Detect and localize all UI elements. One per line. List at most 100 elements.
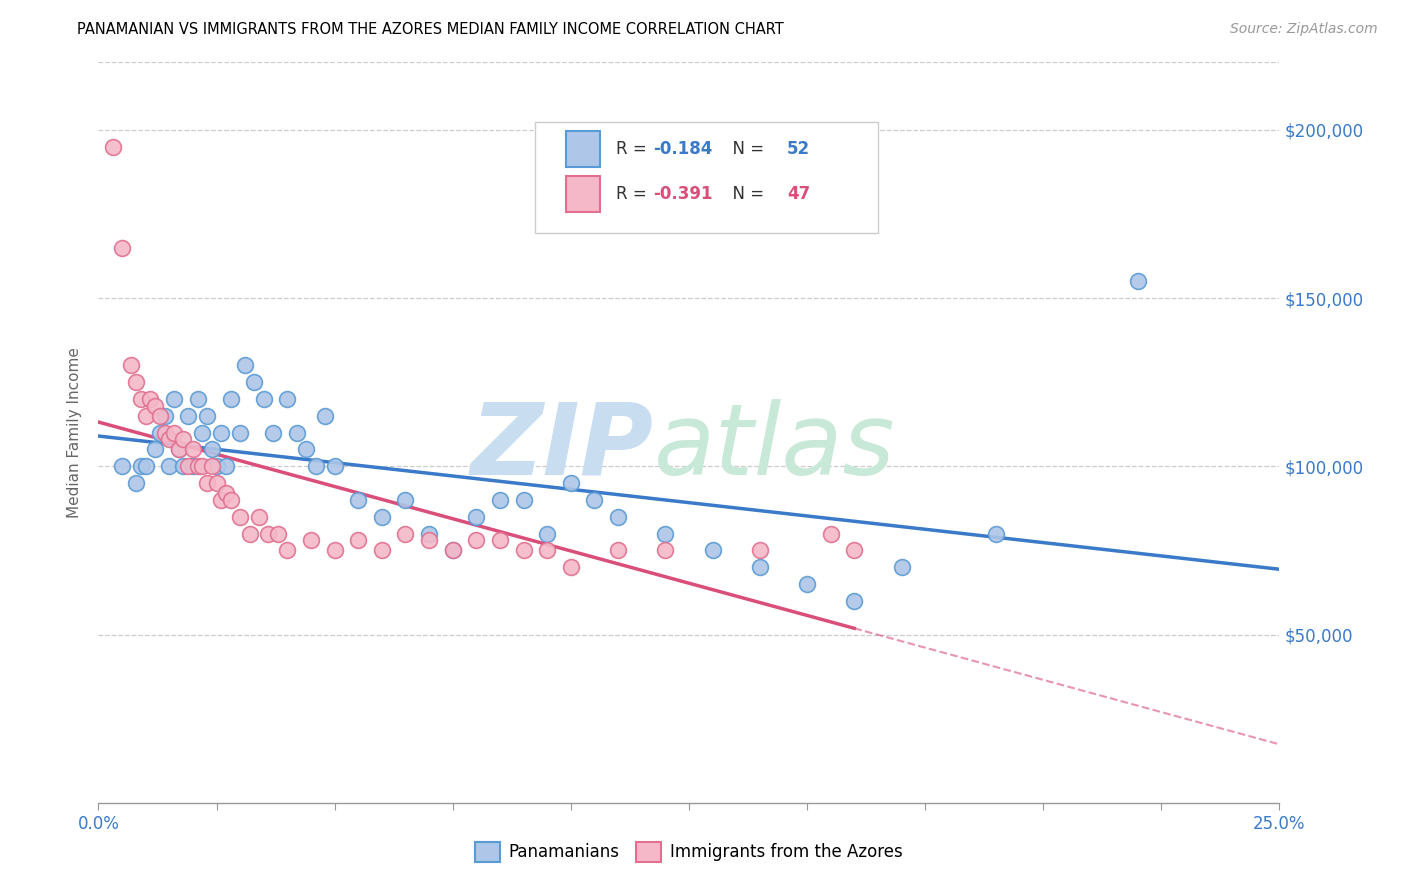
Point [347,533,370,548]
Point [314,409,336,423]
Point [219,492,242,507]
Text: ZIP: ZIP [471,399,654,496]
Point [129,459,152,474]
Point [125,476,148,491]
Point [149,425,172,440]
Legend: Panamanians, Immigrants from the Azores: Panamanians, Immigrants from the Azores [468,835,910,869]
Point [536,526,558,541]
Text: R =: R = [616,186,652,203]
Point [149,409,172,423]
Point [418,533,440,548]
Point [181,459,204,474]
Point [347,492,370,507]
Point [465,509,488,524]
Point [177,409,200,423]
Point [267,526,290,541]
Text: Source: ZipAtlas.com: Source: ZipAtlas.com [1230,22,1378,37]
Point [299,533,322,548]
Point [177,459,200,474]
Point [205,459,228,474]
Point [215,459,238,474]
Point [512,492,534,507]
Point [191,459,214,474]
Point [607,509,630,524]
Text: -0.391: -0.391 [654,186,713,203]
Point [153,425,176,440]
Y-axis label: Median Family Income: Median Family Income [67,347,83,518]
Point [201,459,224,474]
Point [195,476,218,491]
Point [157,459,180,474]
Point [394,526,416,541]
Point [209,492,232,507]
FancyBboxPatch shape [567,176,600,212]
Point [157,433,180,447]
Point [205,476,228,491]
Text: 47: 47 [787,186,810,203]
Point [101,139,124,153]
Text: atlas: atlas [654,399,896,496]
Text: N =: N = [723,186,769,203]
Point [748,560,770,574]
FancyBboxPatch shape [536,121,877,233]
Point [111,240,134,255]
Point [191,425,214,440]
Point [1126,274,1149,288]
Text: 52: 52 [787,140,810,158]
Point [323,459,346,474]
Point [560,560,582,574]
Point [371,543,394,558]
Point [607,543,630,558]
Point [187,392,209,406]
Point [702,543,724,558]
Text: R =: R = [616,140,652,158]
Point [143,399,166,413]
Point [295,442,318,457]
Point [143,442,166,457]
Point [135,459,157,474]
Point [323,543,346,558]
Point [187,459,209,474]
Point [121,359,143,373]
Point [512,543,534,558]
Point [489,492,512,507]
Point [153,409,176,423]
Point [172,459,194,474]
Point [394,492,416,507]
Point [129,392,152,406]
Point [111,459,134,474]
Point [135,409,157,423]
Point [201,442,224,457]
Text: -0.184: -0.184 [654,140,713,158]
Point [489,533,512,548]
Point [441,543,464,558]
Point [163,425,186,440]
Point [536,543,558,558]
FancyBboxPatch shape [567,131,600,167]
Point [247,509,270,524]
Point [285,425,308,440]
Point [984,526,1007,541]
Point [195,409,218,423]
Point [167,442,190,457]
Point [654,543,676,558]
Point [820,526,842,541]
Point [465,533,488,548]
Point [796,577,818,591]
Text: PANAMANIAN VS IMMIGRANTS FROM THE AZORES MEDIAN FAMILY INCOME CORRELATION CHART: PANAMANIAN VS IMMIGRANTS FROM THE AZORES… [77,22,785,37]
Point [844,594,866,608]
Point [163,392,186,406]
Point [172,433,194,447]
Point [560,476,582,491]
Point [844,543,866,558]
Point [209,425,232,440]
Point [418,526,440,541]
Point [276,543,298,558]
Point [239,526,262,541]
Point [253,392,276,406]
Point [748,543,770,558]
Point [654,526,676,541]
Point [125,375,148,389]
Point [219,392,242,406]
Point [181,442,204,457]
